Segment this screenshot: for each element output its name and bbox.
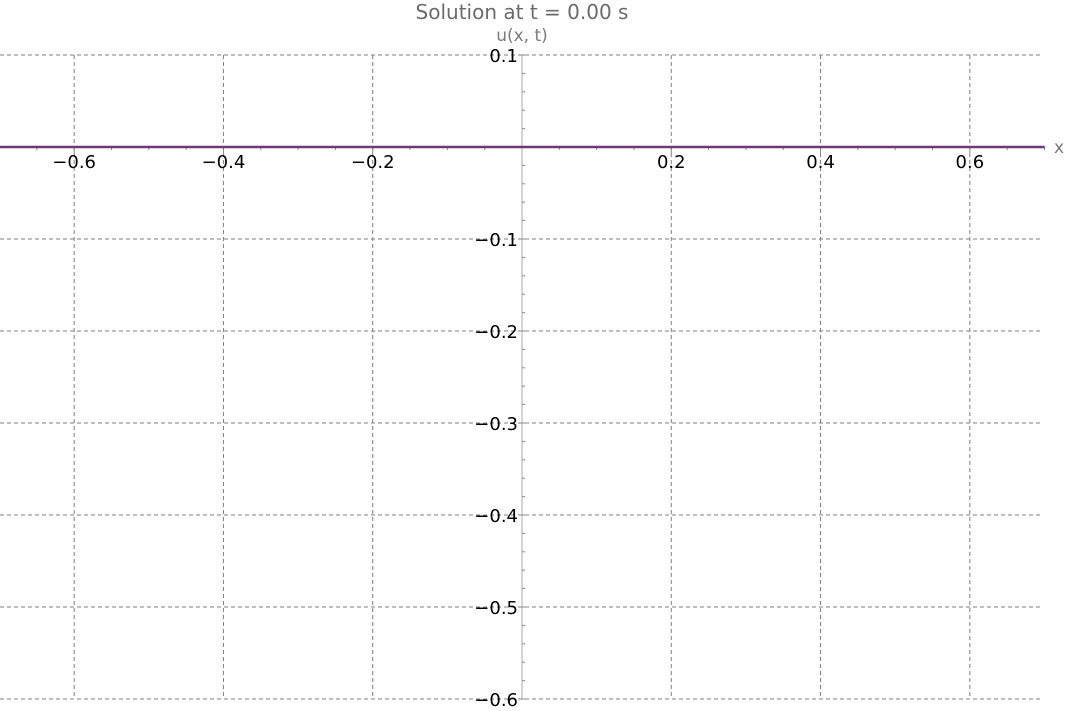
x-tick-label: 0.2 — [657, 152, 686, 173]
grid — [0, 54, 1042, 700]
chart-title: Solution at t = 0.00 s — [416, 0, 629, 24]
y-tick-label: −0.1 — [474, 230, 518, 251]
y-tick-label: −0.3 — [474, 414, 518, 435]
y-tick-label: −0.5 — [474, 598, 518, 619]
y-tick-label: 0.1 — [489, 46, 518, 67]
y-axis-label: u(x, t) — [496, 26, 548, 46]
x-axis-label: x — [1054, 138, 1064, 158]
axes — [0, 55, 1046, 699]
ticks: −0.6 −0.4 −0.2 0.2 0.4 0.6 0.1 −0.1 −0.2 −0.3 −0.4… — [0, 46, 1045, 711]
x-tick-label: 0.6 — [956, 152, 985, 173]
x-tick-label: 0.4 — [806, 152, 835, 173]
y-tick-label: −0.6 — [474, 690, 518, 711]
y-tick-label: −0.2 — [474, 322, 518, 343]
x-tick-label: −0.4 — [202, 152, 246, 173]
labels: Solution at t = 0.00 s u(x, t) x — [416, 0, 1065, 158]
x-tick-label: −0.6 — [52, 152, 96, 173]
x-tick-label: −0.2 — [351, 152, 395, 173]
y-tick-label: −0.4 — [474, 506, 518, 527]
